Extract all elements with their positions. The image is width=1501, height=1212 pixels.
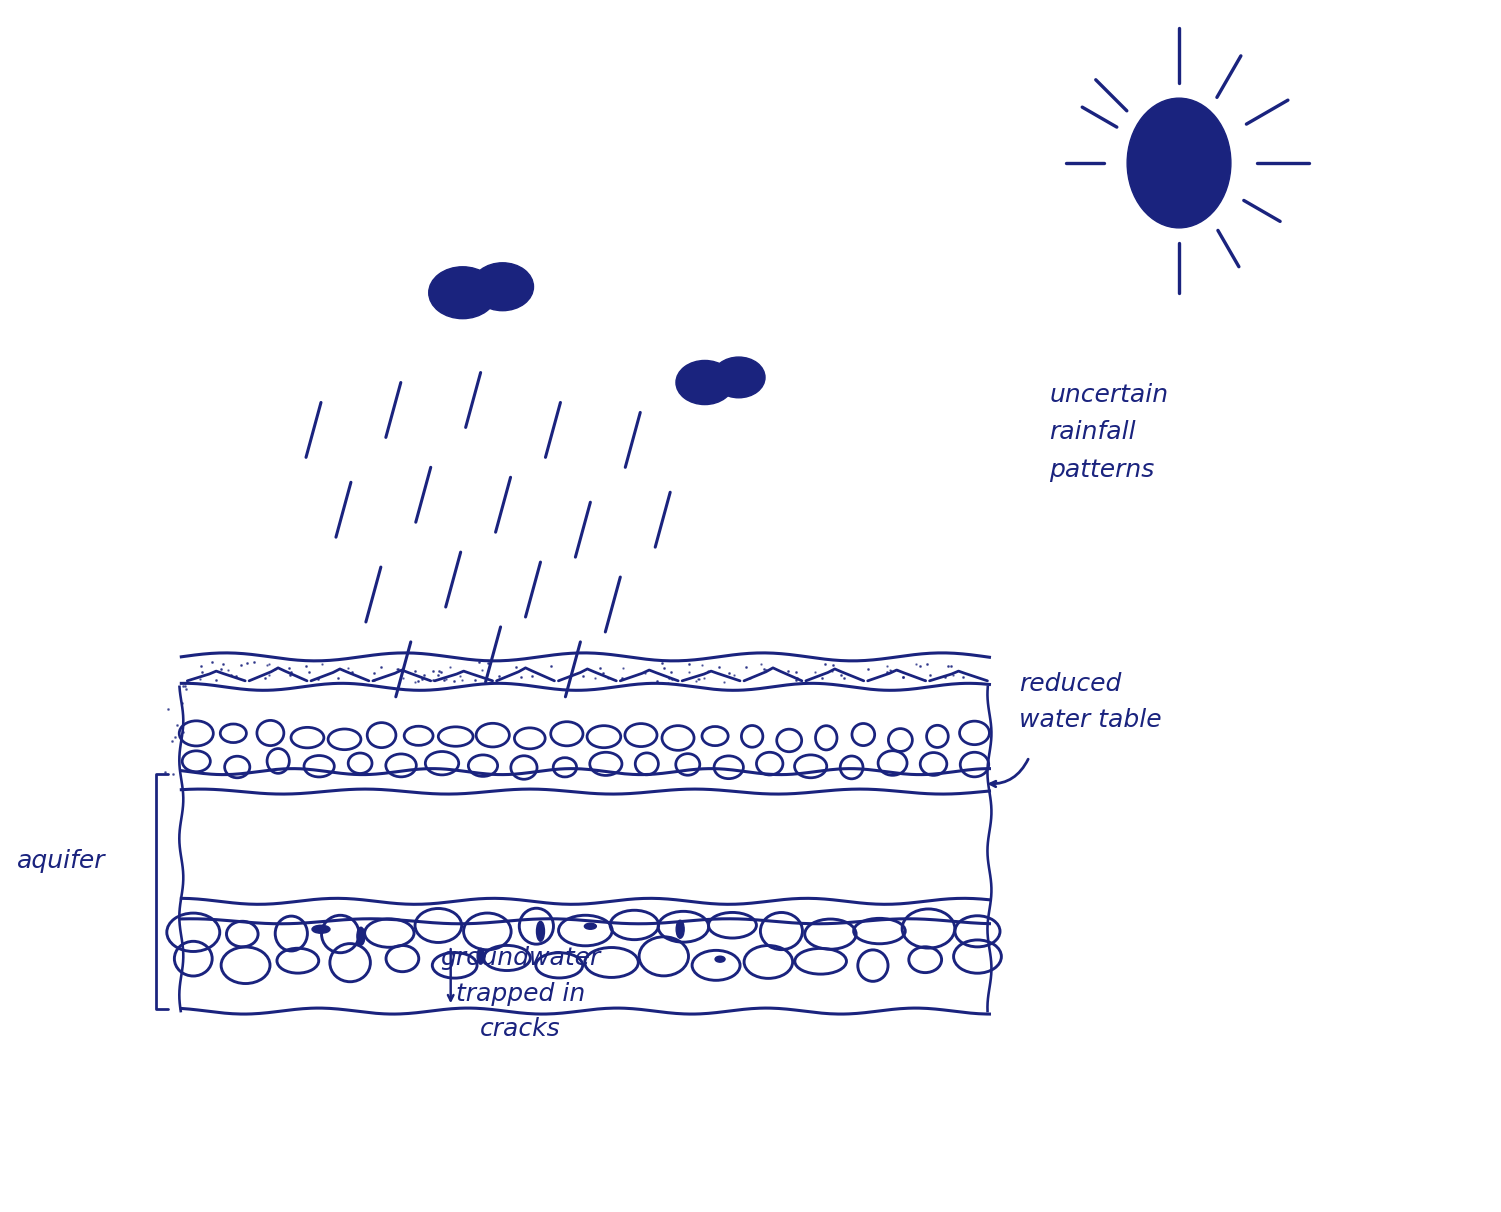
Ellipse shape — [536, 921, 545, 942]
Ellipse shape — [584, 924, 596, 930]
Ellipse shape — [675, 360, 734, 405]
Ellipse shape — [713, 358, 766, 398]
Ellipse shape — [675, 920, 684, 938]
Ellipse shape — [312, 925, 330, 933]
Text: reduced
water table: reduced water table — [1019, 673, 1162, 732]
Ellipse shape — [477, 948, 485, 965]
Text: aquifer: aquifer — [17, 850, 105, 874]
Text: groundwater
trapped in
cracks: groundwater trapped in cracks — [440, 947, 600, 1041]
Ellipse shape — [357, 927, 365, 945]
Ellipse shape — [1127, 98, 1231, 228]
Ellipse shape — [471, 263, 533, 310]
Ellipse shape — [429, 267, 497, 319]
Ellipse shape — [714, 956, 725, 962]
Text: uncertain
rainfall
patterns: uncertain rainfall patterns — [1049, 383, 1168, 481]
